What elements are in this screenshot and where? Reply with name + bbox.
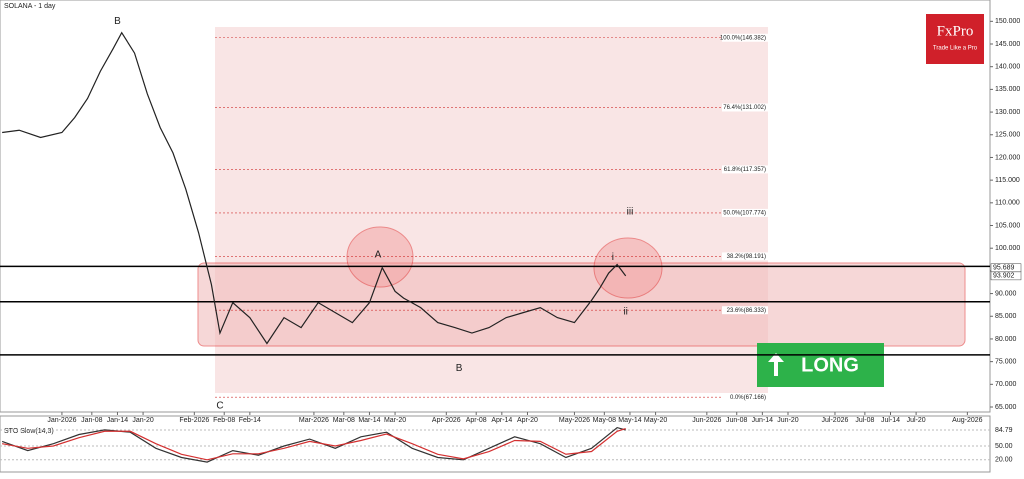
x-tick-label: Apr-14 (491, 417, 512, 424)
wave-label: i (612, 252, 614, 263)
x-tick-label: Jan-08 (81, 417, 103, 424)
wave-label: B (456, 363, 463, 374)
fib-label: 0.0%(67.166) (730, 395, 766, 401)
x-tick-label: Jun-14 (752, 417, 774, 424)
sto-title: STO Slow(14,3) (4, 428, 54, 435)
ellipse (593, 237, 663, 299)
y-tick-label: 90.000 (995, 290, 1017, 297)
sto-tick-label: 84.79 (995, 427, 1013, 434)
fib-label-bg (722, 33, 768, 42)
x-tick-label: Jan-14 (107, 417, 129, 424)
x-tick-label: Jul-08 (855, 417, 874, 424)
x-tick-label: Jun-2026 (692, 417, 721, 424)
y-tick-label: 110.000 (995, 200, 1020, 207)
fib-label: 38.2%(98.191) (727, 254, 766, 260)
fib-label: 50.0%(107.774) (723, 211, 766, 217)
y-tick-label: 100.000 (995, 245, 1020, 252)
x-tick-label: Feb-14 (239, 417, 261, 424)
x-tick-label: Mar-2026 (299, 417, 329, 424)
fib-label: 76.4%(131.002) (723, 105, 766, 111)
brand: FxPro (937, 23, 974, 39)
x-tick-label: Aug-2026 (952, 417, 982, 424)
x-tick-label: Feb-08 (213, 417, 235, 424)
tagline: Trade Like a Pro (933, 46, 978, 52)
wave-label: ii (623, 306, 627, 317)
y-tick-label: 85.000 (995, 313, 1017, 320)
x-tick-label: Apr-08 (466, 417, 487, 424)
signal: LONG (801, 354, 859, 376)
price-tag-label: 93.902 (993, 273, 1015, 280)
price-tag-label: 95.689 (993, 265, 1015, 272)
x-tick-label: May-20 (644, 417, 667, 424)
x-tick-label: Mar-20 (384, 417, 406, 424)
sto-tick-label: 20.00 (995, 457, 1013, 464)
fib-label-bg (722, 103, 768, 112)
wave-label: iii (627, 207, 634, 218)
x-tick-label: Jul-20 (907, 417, 926, 424)
y-tick-label: 140.000 (995, 64, 1020, 71)
range-box (197, 262, 966, 347)
y-tick-label: 145.000 (995, 41, 1020, 48)
logo (926, 14, 984, 64)
price-line (2, 31, 627, 345)
price-tag (990, 271, 1022, 281)
x-tick-label: Apr-2026 (432, 417, 461, 424)
wave-label: B (114, 16, 121, 27)
y-tick-label: 150.000 (995, 18, 1020, 25)
x-tick-label: Jun-08 (726, 417, 748, 424)
fib-label: 100.0%(146.382) (720, 35, 766, 41)
y-tick-label: 70.000 (995, 381, 1017, 388)
fib-label: 23.6%(86.333) (727, 308, 766, 314)
fib-label-bg (722, 393, 768, 402)
sto-frame (0, 415, 991, 473)
arrow-up (768, 353, 784, 376)
chart-title: SOLANA - 1 day (4, 3, 56, 10)
long-badge (757, 343, 884, 387)
ellipse (346, 226, 414, 288)
x-tick-label: Jul-2026 (822, 417, 849, 424)
x-tick-label: May-2026 (559, 417, 590, 424)
y-tick-label: 75.000 (995, 358, 1017, 365)
y-tick-label: 80.000 (995, 336, 1017, 343)
price-line (2, 427, 626, 461)
x-tick-label: Jan-2026 (47, 417, 76, 424)
x-tick-label: Jul-14 (881, 417, 900, 424)
x-tick-label: Jan-20 (132, 417, 154, 424)
y-tick-label: 130.000 (995, 109, 1020, 116)
fib-label-bg (722, 208, 768, 217)
x-tick-label: May-08 (593, 417, 616, 424)
x-tick-label: Feb-2026 (179, 417, 209, 424)
x-tick-label: Mar-14 (358, 417, 380, 424)
wave-label: A (375, 250, 382, 261)
y-tick-label: 115.000 (995, 177, 1020, 184)
fib-label-bg (722, 306, 768, 315)
y-tick-label: 105.000 (995, 222, 1020, 229)
wave-label: C (216, 401, 223, 412)
y-tick-label: 135.000 (995, 86, 1020, 93)
y-tick-label: 65.000 (995, 404, 1017, 411)
sto-tick-label: 50.00 (995, 443, 1013, 450)
x-tick-label: Mar-08 (333, 417, 355, 424)
fib-label-bg (722, 165, 768, 174)
y-tick-label: 120.000 (995, 154, 1020, 161)
fib-label: 61.8%(117.357) (724, 167, 766, 173)
y-tick-label: 125.000 (995, 132, 1020, 139)
x-tick-label: May-14 (618, 417, 641, 424)
fib-label-bg (722, 252, 768, 261)
x-tick-label: Apr-20 (517, 417, 538, 424)
x-tick-label: Jun-20 (777, 417, 799, 424)
